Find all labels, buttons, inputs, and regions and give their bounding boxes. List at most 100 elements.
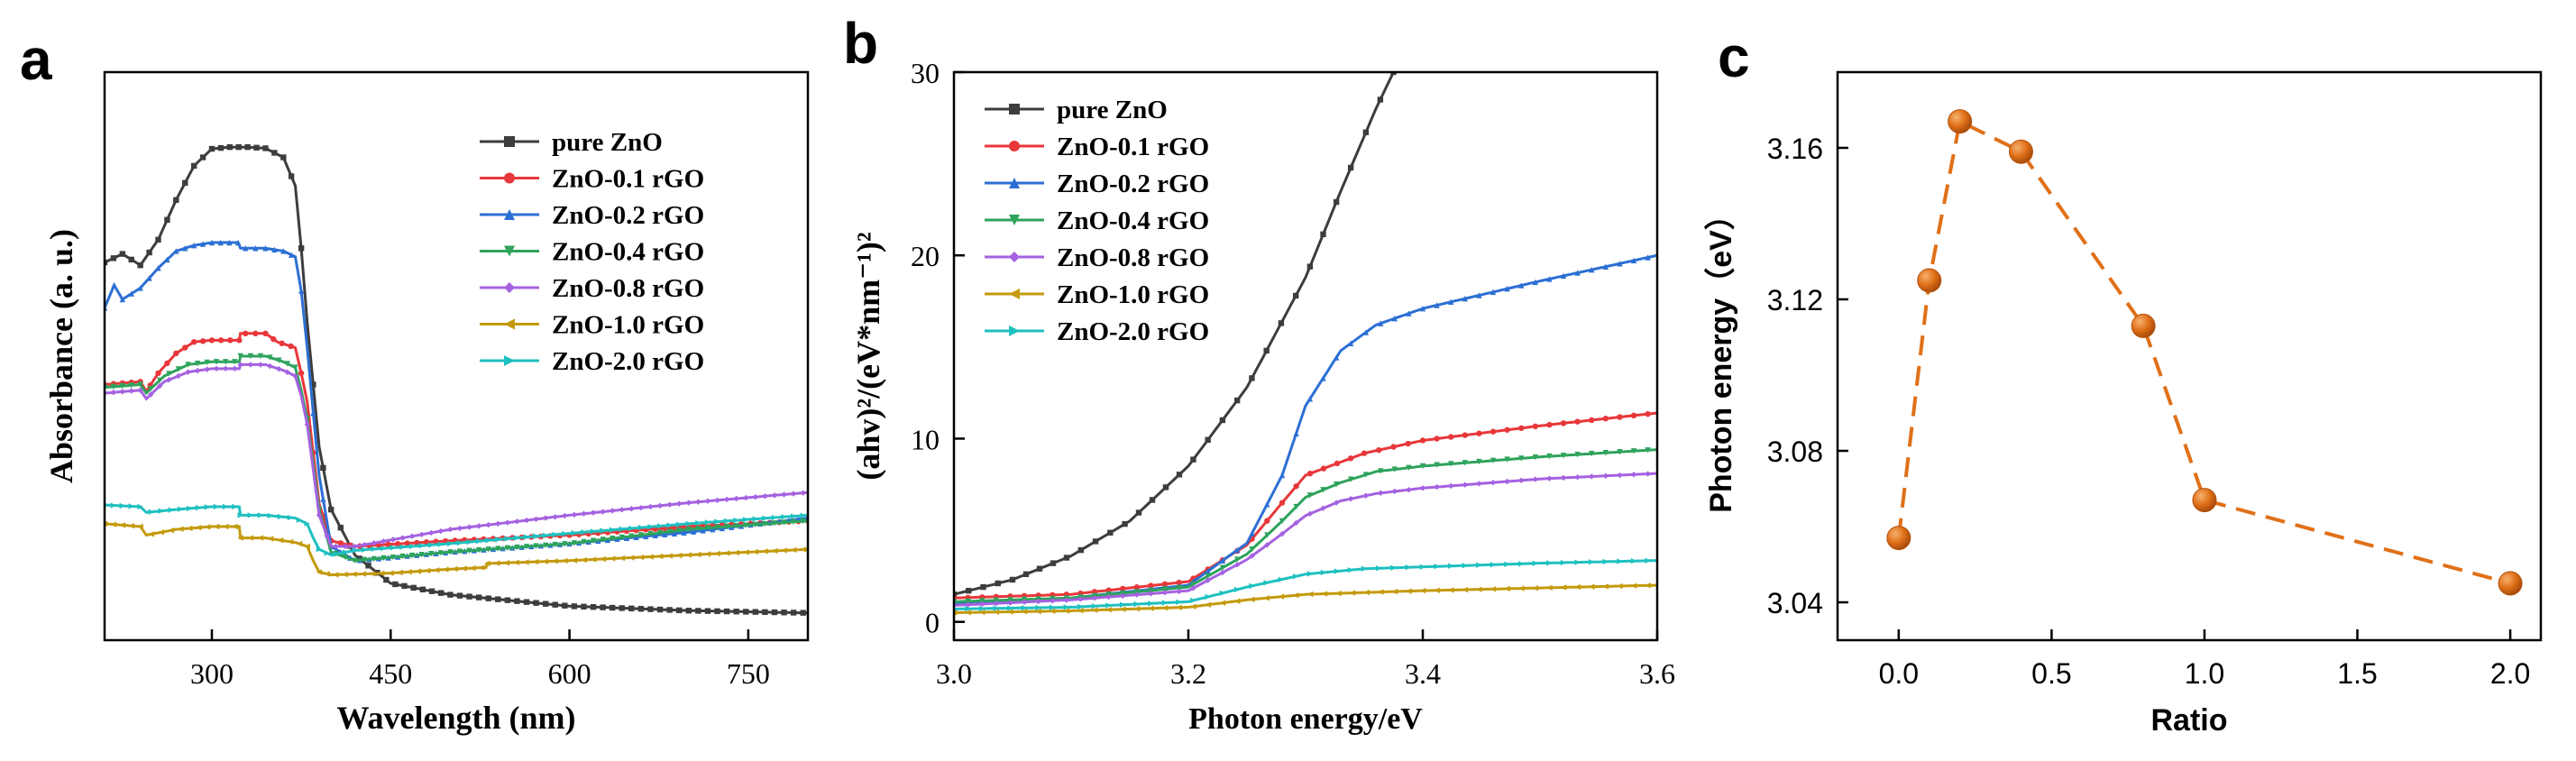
series-point-zno-1-0-rgo bbox=[1249, 596, 1255, 602]
x-tick-label: 1.0 bbox=[2185, 657, 2224, 690]
series-point-zno-1-0-rgo bbox=[237, 535, 243, 541]
series-point-zno-0-2-rgo bbox=[164, 256, 170, 263]
series-point-zno-0-8-rgo bbox=[656, 502, 664, 509]
series-point-zno-0-8-rgo bbox=[1462, 481, 1468, 488]
panel-a-legend: pure ZnO ZnO-0.1 rGO ZnO-0.2 rGO ZnO-0.4 rG… bbox=[480, 128, 704, 376]
series-point-zno-0-2-rgo bbox=[243, 245, 249, 252]
series-point-zno-2-0-rgo bbox=[1063, 604, 1069, 610]
panel-b-series-zno-1-0-rgo bbox=[954, 582, 1657, 616]
series-point-zno-0-4-rgo bbox=[1462, 460, 1468, 466]
legend-label: ZnO-0.2 rGO bbox=[552, 201, 704, 230]
series-point-zno-0-8-rgo bbox=[1050, 598, 1056, 604]
series-point-pure-zno bbox=[1149, 497, 1156, 503]
series-point-pure-zno bbox=[1390, 72, 1397, 76]
series-point-zno-2-0-rgo bbox=[562, 530, 568, 537]
series-point-pure-zno bbox=[752, 609, 759, 615]
series-point-zno-2-0-rgo bbox=[247, 512, 254, 518]
series-point-zno-0-8-rgo bbox=[222, 365, 229, 372]
series-point-zno-0-2-rgo bbox=[234, 239, 242, 246]
series-point-zno-2-0-rgo bbox=[148, 509, 154, 515]
series-point-zno-0-1-rgo bbox=[423, 539, 430, 546]
series-point-zno-1-0-rgo bbox=[304, 543, 310, 550]
series-point-zno-0-8-rgo bbox=[316, 512, 323, 518]
series-point-zno-0-1-rgo bbox=[395, 541, 401, 547]
series-point-zno-0-8-rgo bbox=[1233, 562, 1241, 568]
series-point-zno-1-0-rgo bbox=[1105, 606, 1112, 613]
legend-item-pure-zno: pure ZnO bbox=[985, 96, 1168, 124]
data-point bbox=[1886, 526, 1911, 551]
series-point-zno-0-1-rgo bbox=[1161, 581, 1169, 588]
series-point-zno-0-4-rgo bbox=[965, 598, 971, 605]
series-point-zno-0-4-rgo bbox=[204, 359, 210, 366]
series-point-zno-0-4-rgo bbox=[1378, 468, 1384, 474]
series-point-zno-0-2-rgo bbox=[1602, 263, 1609, 270]
series-point-zno-0-1-rgo bbox=[288, 343, 294, 350]
series-point-zno-2-0-rgo bbox=[609, 527, 616, 533]
data-point bbox=[2498, 571, 2523, 596]
series-point-zno-0-4-rgo bbox=[399, 553, 406, 560]
legend-marker-zno-0-2-rgo bbox=[1009, 178, 1020, 188]
series-point-pure-zno bbox=[119, 251, 126, 257]
series-point-zno-0-4-rgo bbox=[1645, 447, 1651, 454]
series-point-zno-2-0-rgo bbox=[1434, 564, 1440, 570]
legend-label: ZnO-0.4 rGO bbox=[552, 238, 704, 267]
series-point-zno-0-2-rgo bbox=[1476, 292, 1482, 298]
series-point-zno-1-0-rgo bbox=[1363, 589, 1370, 596]
series-point-pure-zno bbox=[762, 609, 768, 616]
series-point-zno-2-0-rgo bbox=[800, 512, 806, 518]
series-point-zno-0-4-rgo bbox=[523, 544, 530, 550]
series-point-zno-2-0-rgo bbox=[781, 514, 787, 520]
series-point-zno-0-8-rgo bbox=[447, 526, 454, 533]
series-point-zno-0-1-rgo bbox=[1630, 412, 1637, 419]
series-point-zno-2-0-rgo bbox=[1219, 590, 1226, 597]
series-point-pure-zno bbox=[410, 584, 417, 591]
series-point-pure-zno bbox=[685, 608, 692, 614]
series-point-zno-0-8-rgo bbox=[771, 492, 778, 499]
series-point-zno-2-0-rgo bbox=[1120, 601, 1126, 608]
panel-a-frame bbox=[103, 70, 810, 642]
series-point-zno-0-2-rgo bbox=[700, 527, 706, 534]
series-point-zno-0-4-rgo bbox=[733, 523, 739, 529]
series-point-pure-zno bbox=[337, 525, 344, 531]
series-point-zno-1-0-rgo bbox=[790, 546, 797, 554]
series-point-pure-zno bbox=[419, 586, 426, 592]
series-point-zno-1-0-rgo bbox=[324, 571, 330, 577]
panel-b-xlabel: Photon energy/eV bbox=[1188, 702, 1423, 736]
series-point-zno-2-0-rgo bbox=[485, 537, 491, 544]
series-point-zno-1-0-rgo bbox=[316, 569, 323, 575]
series-point-zno-1-0-rgo bbox=[1190, 603, 1196, 610]
series-point-pure-zno bbox=[253, 144, 260, 151]
series-point-zno-0-8-rgo bbox=[1490, 480, 1497, 486]
series-point-zno-0-2-rgo bbox=[1518, 282, 1525, 289]
series-point-zno-1-0-rgo bbox=[267, 536, 274, 542]
series-point-pure-zno bbox=[137, 262, 143, 269]
series-point-zno-1-0-rgo bbox=[1035, 608, 1041, 615]
series-point-zno-0-8-rgo bbox=[324, 533, 330, 539]
series-point-pure-zno bbox=[1362, 129, 1370, 135]
series-point-zno-1-0-rgo bbox=[1630, 582, 1637, 589]
series-point-zno-0-1-rgo bbox=[1334, 460, 1341, 467]
series-point-zno-0-2-rgo bbox=[146, 275, 152, 281]
series-point-zno-1-0-rgo bbox=[406, 569, 412, 575]
series-point-zno-0-4-rgo bbox=[194, 360, 201, 367]
series-point-zno-2-0-rgo bbox=[733, 517, 739, 524]
panel-b-legend: pure ZnO ZnO-0.1 rGO ZnO-0.2 rGO ZnO-0.4 rG… bbox=[985, 96, 1209, 346]
series-point-zno-1-0-rgo bbox=[186, 525, 193, 532]
series-point-zno-0-4-rgo bbox=[1293, 503, 1299, 510]
series-point-zno-0-8-rgo bbox=[1378, 490, 1384, 497]
series-line-zno-0-1-rgo bbox=[954, 411, 1657, 600]
series-point-zno-0-4-rgo bbox=[979, 598, 985, 604]
series-point-zno-0-1-rgo bbox=[1347, 455, 1354, 462]
legend-marker-pure-zno bbox=[1009, 104, 1020, 115]
series-point-zno-0-1-rgo bbox=[1419, 437, 1426, 444]
series-point-zno-0-8-rgo bbox=[590, 509, 597, 516]
series-point-pure-zno bbox=[533, 600, 539, 606]
panel-b-ylabel: (ahv)²/(eV*nm⁻¹)² bbox=[850, 232, 886, 480]
series-point-zno-0-2-rgo bbox=[1306, 396, 1314, 402]
series-point-zno-1-0-rgo bbox=[666, 553, 673, 559]
series-point-zno-0-2-rgo bbox=[623, 535, 630, 542]
series-point-zno-0-4-rgo bbox=[676, 527, 683, 534]
panel-a-ylabel: Absorbance (a. u.) bbox=[43, 229, 79, 483]
series-point-zno-0-2-rgo bbox=[1419, 305, 1426, 312]
series-point-zno-2-0-rgo bbox=[316, 546, 323, 553]
